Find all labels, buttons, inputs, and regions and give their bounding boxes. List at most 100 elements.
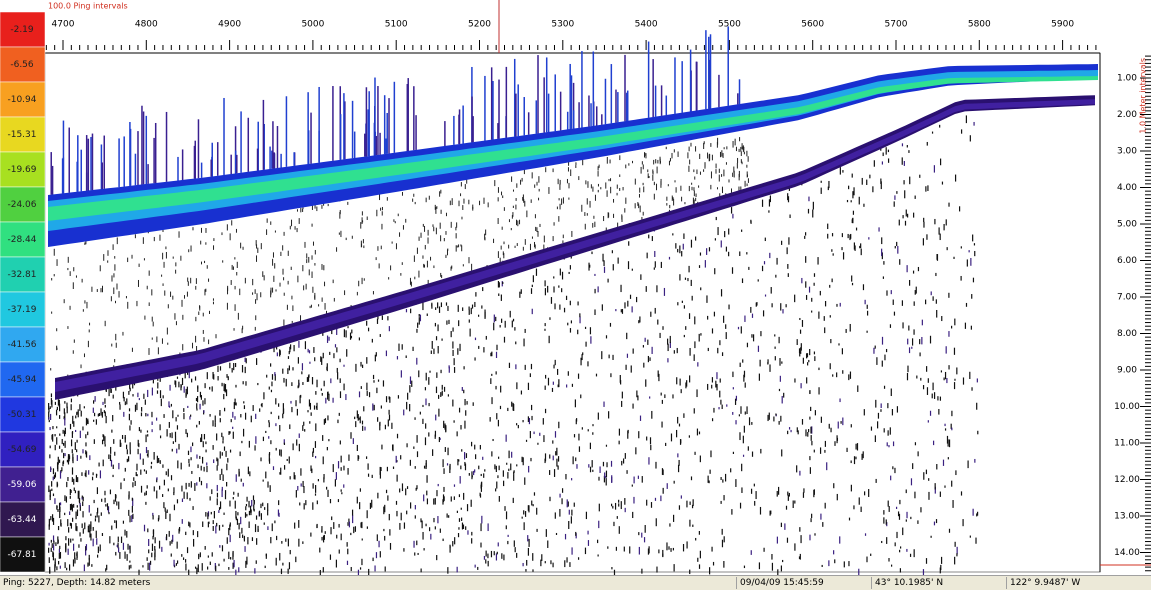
echo-speck — [956, 367, 958, 375]
echo-speck — [483, 473, 485, 478]
echo-speck — [161, 546, 163, 552]
echo-speck — [416, 485, 418, 490]
echo-speck — [954, 541, 956, 547]
echo-speck — [278, 403, 280, 407]
echo-speck — [291, 219, 293, 227]
echo-speck — [151, 387, 153, 396]
echo-speck — [54, 564, 56, 572]
echo-speck — [464, 463, 467, 471]
scale-swatch — [0, 46, 46, 83]
echo-speck — [171, 539, 173, 544]
echo-speck — [142, 565, 144, 568]
echo-speck — [787, 491, 789, 496]
echo-speck — [451, 265, 453, 269]
echo-spike — [709, 34, 712, 109]
echo-speck — [445, 254, 447, 258]
echo-speck — [798, 348, 801, 354]
echo-speck — [618, 440, 620, 445]
echo-speck — [495, 488, 497, 492]
echo-speck — [436, 555, 438, 561]
echo-speck — [483, 197, 485, 204]
echo-speck — [276, 535, 278, 541]
echo-speck — [89, 322, 91, 326]
echo-speck — [292, 305, 294, 312]
echo-speck — [327, 203, 329, 207]
echo-speck — [306, 259, 308, 264]
echo-speck — [335, 559, 338, 568]
echo-speck — [906, 265, 908, 273]
echo-speck — [371, 499, 373, 508]
echo-spike — [90, 136, 92, 191]
echo-speck — [684, 202, 686, 205]
echo-speck — [229, 431, 231, 434]
echo-speck — [559, 179, 561, 185]
echo-speck — [805, 353, 808, 359]
echo-speck — [519, 291, 521, 298]
echo-speck — [440, 392, 442, 397]
echo-speck — [711, 384, 713, 389]
echo-speck — [801, 320, 804, 327]
echo-speck — [480, 486, 483, 492]
echo-speck — [245, 381, 247, 386]
echo-speck — [264, 507, 266, 510]
echo-speck — [52, 551, 54, 557]
echo-speck — [204, 383, 206, 389]
echo-speck — [389, 529, 391, 536]
echo-speck — [195, 316, 197, 322]
echo-spike — [293, 152, 295, 166]
echo-speck — [920, 377, 922, 381]
echo-speck — [720, 399, 722, 405]
echo-speck — [357, 414, 359, 421]
echo-speck — [748, 266, 750, 270]
depth-label: 3.00 — [1117, 147, 1137, 157]
echo-speck — [720, 500, 722, 504]
echo-speck — [88, 329, 90, 333]
echo-speck — [198, 477, 201, 482]
echo-speck — [690, 239, 693, 248]
echo-speck — [351, 509, 354, 516]
echo-spike — [727, 26, 729, 106]
echo-speck — [584, 547, 587, 555]
echo-speck — [472, 402, 474, 406]
echo-speck — [490, 378, 492, 385]
echo-speck — [140, 485, 143, 493]
echo-speck — [59, 545, 61, 550]
echo-speck — [201, 434, 203, 442]
echo-speck — [336, 367, 338, 373]
echo-speck — [54, 472, 57, 478]
echo-speck — [829, 284, 831, 288]
echo-speck — [694, 341, 696, 349]
echo-speck — [807, 429, 810, 433]
echo-spike — [365, 87, 368, 157]
echo-speck — [48, 557, 50, 563]
echo-speck — [603, 266, 606, 273]
echo-speck — [104, 490, 106, 496]
echo-speck — [597, 412, 599, 420]
echo-speck — [163, 502, 165, 509]
echo-speck — [199, 305, 201, 311]
echo-speck — [556, 458, 558, 467]
scale-swatch — [0, 396, 46, 433]
echo-speck — [689, 569, 691, 575]
echo-speck — [842, 370, 844, 374]
echo-speck — [666, 338, 669, 345]
echo-speck — [287, 250, 289, 256]
echo-speck — [908, 347, 911, 354]
echo-speck — [446, 249, 448, 256]
echo-speck — [834, 559, 836, 564]
echo-speck — [468, 306, 470, 311]
echo-speck — [396, 460, 398, 463]
echo-speck — [866, 304, 868, 309]
echo-speck — [597, 286, 599, 293]
echo-speck — [447, 305, 449, 311]
echo-speck — [170, 291, 172, 297]
echo-speck — [99, 265, 101, 272]
echo-speck — [587, 530, 589, 535]
echo-speck — [660, 181, 662, 188]
echo-speck — [638, 203, 640, 209]
echo-speck — [944, 428, 947, 431]
echo-speck — [440, 189, 442, 194]
echo-speck — [625, 364, 627, 370]
echo-speck — [882, 152, 884, 157]
echo-speck — [528, 505, 530, 513]
